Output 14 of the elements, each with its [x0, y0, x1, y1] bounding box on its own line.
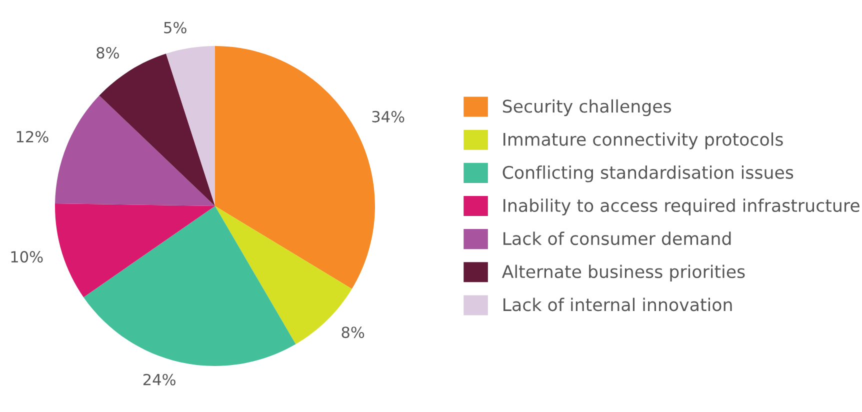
data-label: 8% [96, 47, 119, 59]
legend-label: Lack of consumer demand [504, 232, 731, 246]
legend-label: Conflicting standardisation issues [502, 166, 794, 182]
data-label: 12% [16, 130, 48, 142]
data-label: 5% [164, 22, 186, 34]
data-label: 8% [342, 326, 364, 338]
legend-label: Lack of internal innovation [504, 298, 732, 312]
legend-label: Alternate business priorities [502, 264, 745, 282]
data-label: 24% [143, 374, 176, 386]
legend-label: Inability to access required infrastructure [504, 198, 860, 216]
data-label: 34% [372, 110, 404, 122]
legend-label: Immature connectivity protocols [504, 132, 783, 150]
data-label: 10% [11, 251, 43, 263]
legend-label: Security challenges [502, 99, 672, 116]
